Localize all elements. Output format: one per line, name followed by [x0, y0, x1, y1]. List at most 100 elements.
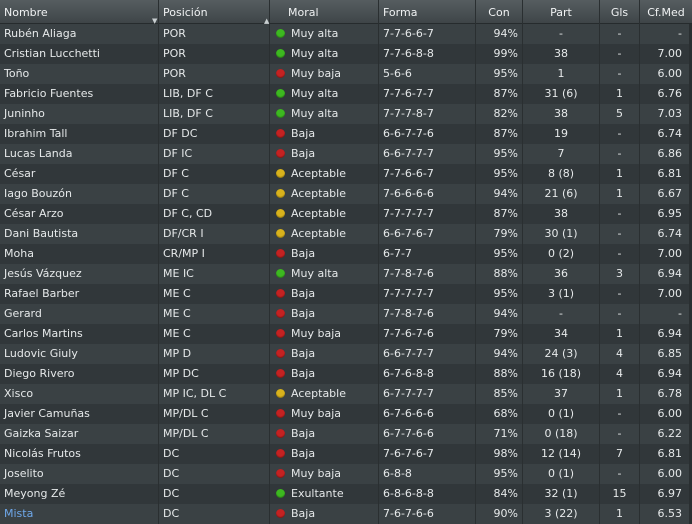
player-name[interactable]: Diego Rivero — [4, 367, 75, 380]
morale-status-icon — [276, 129, 285, 138]
player-name[interactable]: Gerard — [4, 307, 42, 320]
player-name[interactable]: Lucas Landa — [4, 147, 73, 160]
player-name[interactable]: César — [4, 167, 36, 180]
player-name[interactable]: Ludovic Giuly — [4, 347, 78, 360]
column-header-avg[interactable]: Cf.Med — [639, 0, 692, 24]
morale-status-icon — [276, 269, 285, 278]
player-name[interactable]: Xisco — [4, 387, 34, 400]
sort-up-icon[interactable]: ▲ — [264, 17, 270, 25]
table-row[interactable]: Cristian Lucchetti POR Muy alta 7-7-6-8-8 99… — [0, 44, 692, 64]
table-row[interactable]: Rafael Barber ME C Baja 7-7-7-7-7 95% 3 (1) - 7… — [0, 284, 692, 304]
table-row[interactable]: Gerard ME C Baja 7-7-8-7-6 94% - - - — [0, 304, 692, 324]
table-row[interactable]: Lucas Landa DF IC Baja 6-6-7-7-7 95% 7 - 6.86 — [0, 144, 692, 164]
player-name-cell[interactable]: Moha — [0, 244, 158, 264]
player-name[interactable]: Dani Bautista — [4, 227, 79, 240]
player-morale-cell: Muy alta — [269, 84, 378, 104]
table-row[interactable]: Mista DC Baja 7-6-7-6-6 90% 3 (22) 1 6.53 — [0, 504, 692, 524]
player-position-cell: MP DC — [158, 364, 269, 384]
player-name-cell[interactable]: César Arzo — [0, 204, 158, 224]
table-row[interactable]: Ludovic Giuly MP D Baja 6-6-7-7-7 94% 24 (3) 4… — [0, 344, 692, 364]
player-name-cell[interactable]: Ibrahim Tall — [0, 124, 158, 144]
player-name[interactable]: Joselito — [4, 467, 44, 480]
player-average-rating-cell: - — [639, 304, 692, 324]
table-row[interactable]: Jesús Vázquez ME IC Muy alta 7-7-8-7-6 88% 36… — [0, 264, 692, 284]
player-name[interactable]: Meyong Zé — [4, 487, 66, 500]
player-name[interactable]: César Arzo — [4, 207, 64, 220]
player-name[interactable]: Toño — [4, 67, 30, 80]
player-name[interactable]: Rafael Barber — [4, 287, 80, 300]
table-row[interactable]: César DF C Aceptable 7-7-6-6-7 95% 8 (8) 1 6.81 — [0, 164, 692, 184]
player-average-rating-cell: 7.00 — [639, 44, 692, 64]
player-name-cell[interactable]: Diego Rivero — [0, 364, 158, 384]
player-name[interactable]: Moha — [4, 247, 34, 260]
table-row[interactable]: Joselito DC Muy baja 6-8-8 95% 0 (1) - 6.00 — [0, 464, 692, 484]
player-name[interactable]: Carlos Martins — [4, 327, 83, 340]
player-name-cell[interactable]: Fabricio Fuentes — [0, 84, 158, 104]
player-goals: - — [617, 147, 622, 160]
player-position: POR — [163, 67, 186, 80]
player-name-cell[interactable]: Gerard — [0, 304, 158, 324]
player-form-cell: 6-8-8 — [378, 464, 475, 484]
player-name[interactable]: Mista — [4, 507, 34, 520]
table-row[interactable]: Ibrahim Tall DF DC Baja 6-6-7-7-6 87% 19 - 6.74 — [0, 124, 692, 144]
scrollbar[interactable] — [689, 24, 692, 524]
player-name[interactable]: Nicolás Frutos — [4, 447, 81, 460]
column-header-gls[interactable]: Gls — [599, 0, 639, 24]
player-name-cell[interactable]: Jesús Vázquez — [0, 264, 158, 284]
table-row[interactable]: Toño POR Muy baja 5-6-6 95% 1 - 6.00 — [0, 64, 692, 84]
player-name[interactable]: Fabricio Fuentes — [4, 87, 94, 100]
column-header-con[interactable]: Con — [475, 0, 522, 24]
player-name[interactable]: Juninho — [4, 107, 45, 120]
player-name-cell[interactable]: Lucas Landa — [0, 144, 158, 164]
column-header-name[interactable]: Nombre ▼ — [0, 0, 158, 25]
player-morale-cell: Aceptable — [269, 184, 378, 204]
player-name-cell[interactable]: Mista — [0, 504, 158, 524]
player-name[interactable]: Iago Bouzón — [4, 187, 72, 200]
table-row[interactable]: Gaizka Saizar MP/DL C Baja 6-7-7-6-6 71% 0 (1… — [0, 424, 692, 444]
table-row[interactable]: Moha CR/MP I Baja 6-7-7 95% 0 (2) - 7.00 — [0, 244, 692, 264]
player-name-cell[interactable]: Toño — [0, 64, 158, 84]
player-name-cell[interactable]: Xisco — [0, 384, 158, 404]
player-name-cell[interactable]: Gaizka Saizar — [0, 424, 158, 444]
column-header-morale[interactable]: Moral — [269, 0, 378, 24]
player-name[interactable]: Cristian Lucchetti — [4, 47, 100, 60]
sort-down-icon[interactable]: ▼ — [152, 17, 158, 25]
player-position: DF IC — [163, 147, 193, 160]
column-header-position[interactable]: Posición ▲ — [158, 0, 269, 25]
player-name[interactable]: Ibrahim Tall — [4, 127, 68, 140]
table-row[interactable]: Xisco MP IC, DL C Aceptable 6-7-7-7-7 85% 37 1… — [0, 384, 692, 404]
player-name-cell[interactable]: Meyong Zé — [0, 484, 158, 504]
player-name[interactable]: Jesús Vázquez — [4, 267, 82, 280]
player-name-cell[interactable]: Rubén Aliaga — [0, 24, 158, 44]
table-row[interactable]: Iago Bouzón DF C Aceptable 7-6-6-6-6 94% 21 (… — [0, 184, 692, 204]
player-name-cell[interactable]: Cristian Lucchetti — [0, 44, 158, 64]
table-row[interactable]: Javier Camuñas MP/DL C Muy baja 6-7-6-6-6 68… — [0, 404, 692, 424]
table-row[interactable]: Fabricio Fuentes LIB, DF C Muy alta 7-7-6-7… — [0, 84, 692, 104]
player-name-cell[interactable]: Javier Camuñas — [0, 404, 158, 424]
table-row[interactable]: Diego Rivero MP DC Baja 6-7-6-8-8 88% 16 (18)… — [0, 364, 692, 384]
table-row[interactable]: Nicolás Frutos DC Baja 7-6-7-6-7 98% 12 (14) 7… — [0, 444, 692, 464]
player-name-cell[interactable]: Iago Bouzón — [0, 184, 158, 204]
table-row[interactable]: Rubén Aliaga POR Muy alta 7-7-6-6-7 94% - - - — [0, 24, 692, 44]
player-name-cell[interactable]: Joselito — [0, 464, 158, 484]
table-row[interactable]: Meyong Zé DC Exultante 6-8-6-8-8 84% 32 (1) 15… — [0, 484, 692, 504]
player-name-cell[interactable]: Nicolás Frutos — [0, 444, 158, 464]
player-name-cell[interactable]: Rafael Barber — [0, 284, 158, 304]
player-name-cell[interactable]: Ludovic Giuly — [0, 344, 158, 364]
player-name[interactable]: Gaizka Saizar — [4, 427, 79, 440]
table-row[interactable]: Carlos Martins ME C Muy baja 7-7-6-7-6 79% 34… — [0, 324, 692, 344]
morale-status-icon — [276, 489, 285, 498]
column-header-part[interactable]: Part — [522, 0, 599, 24]
player-name-cell[interactable]: César — [0, 164, 158, 184]
column-header-form[interactable]: Forma — [378, 0, 475, 24]
table-row[interactable]: Juninho LIB, DF C Muy alta 7-7-7-8-7 82% 38 5 7… — [0, 104, 692, 124]
player-name[interactable]: Javier Camuñas — [4, 407, 90, 420]
player-name-cell[interactable]: Juninho — [0, 104, 158, 124]
player-morale: Baja — [291, 247, 316, 260]
player-appearances-cell: 21 (6) — [522, 184, 599, 204]
player-name[interactable]: Rubén Aliaga — [4, 27, 77, 40]
table-row[interactable]: Dani Bautista DF/CR I Aceptable 6-6-7-6-7 79… — [0, 224, 692, 244]
player-name-cell[interactable]: Carlos Martins — [0, 324, 158, 344]
table-row[interactable]: César Arzo DF C, CD Aceptable 7-7-7-7-7 87% 3… — [0, 204, 692, 224]
player-name-cell[interactable]: Dani Bautista — [0, 224, 158, 244]
